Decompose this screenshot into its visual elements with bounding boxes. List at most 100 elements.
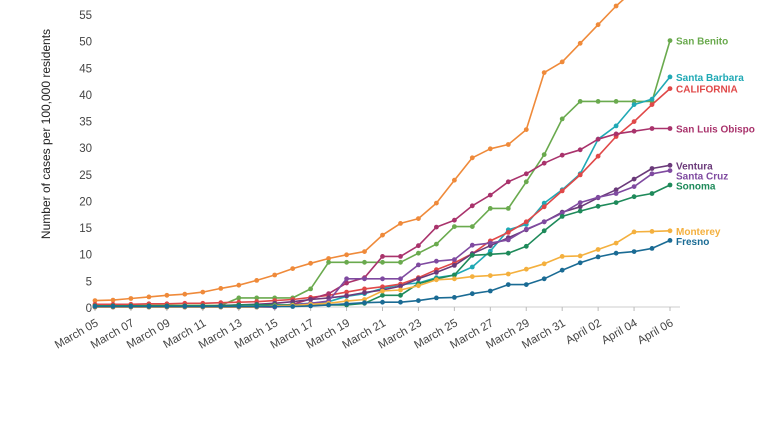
data-point <box>523 282 529 287</box>
series-line <box>95 76 671 308</box>
data-point <box>92 298 98 303</box>
y-tick-label: 30 <box>79 143 92 155</box>
data-point <box>398 221 403 226</box>
data-point <box>362 286 367 292</box>
data-point <box>649 166 655 171</box>
data-point <box>128 304 134 309</box>
data-point <box>344 293 349 299</box>
x-tick-label: April 06 <box>636 317 676 347</box>
data-point <box>362 249 367 255</box>
data-point <box>469 224 475 230</box>
data-point <box>577 200 583 206</box>
series-santa-barbara <box>92 74 673 310</box>
data-point <box>487 288 493 294</box>
data-point <box>559 214 565 219</box>
data-point <box>541 70 547 75</box>
data-point <box>164 304 170 309</box>
data-point <box>236 304 242 309</box>
data-point <box>613 131 619 137</box>
series-label: San Benito <box>676 37 728 48</box>
data-point <box>595 99 601 104</box>
data-point <box>667 238 673 243</box>
data-point <box>667 38 673 43</box>
series-label: Ventura <box>676 161 713 172</box>
data-point <box>434 224 439 230</box>
data-point <box>398 259 403 265</box>
data-point <box>398 292 403 298</box>
series-lines <box>92 0 673 310</box>
data-point <box>487 206 493 211</box>
data-point <box>559 254 565 259</box>
data-point <box>487 146 493 152</box>
data-point <box>649 126 655 131</box>
data-point <box>523 179 529 185</box>
series-label: Monterey <box>676 227 721 238</box>
data-point <box>541 160 547 166</box>
data-point <box>326 302 331 308</box>
data-point <box>649 246 655 251</box>
data-point <box>523 219 529 225</box>
data-point <box>631 128 637 134</box>
data-point <box>649 229 655 234</box>
data-point <box>631 176 637 182</box>
data-point <box>380 254 385 259</box>
data-point <box>559 188 565 194</box>
data-point <box>416 250 421 256</box>
data-point <box>541 200 547 206</box>
data-point <box>434 277 439 283</box>
series-line <box>95 40 671 307</box>
data-point <box>344 301 349 307</box>
series-label: CALIFORNIA <box>676 85 738 96</box>
data-point <box>595 247 601 252</box>
data-point <box>434 295 439 301</box>
data-point <box>146 294 152 300</box>
data-point <box>452 177 457 183</box>
y-tick-label: 20 <box>79 196 92 208</box>
data-point <box>613 240 619 246</box>
data-point <box>505 142 511 147</box>
data-point <box>272 272 278 278</box>
data-point <box>613 187 619 193</box>
data-point <box>344 280 349 286</box>
data-point <box>559 267 565 273</box>
data-point <box>344 259 349 265</box>
data-point <box>254 278 260 283</box>
data-point <box>434 258 439 264</box>
data-point <box>577 147 583 153</box>
data-point <box>416 276 421 282</box>
data-point <box>308 260 313 266</box>
series-california <box>92 86 673 307</box>
data-point <box>595 203 601 209</box>
y-axis-label: Number of cases per 100,000 residents <box>39 29 53 239</box>
data-point <box>523 243 529 249</box>
data-point <box>380 288 385 294</box>
data-point <box>631 249 637 255</box>
data-point <box>541 152 547 158</box>
data-point <box>452 224 457 230</box>
data-point <box>218 286 224 291</box>
data-point <box>326 259 331 265</box>
data-point <box>541 204 547 210</box>
data-point <box>469 264 475 270</box>
data-point <box>452 263 457 268</box>
data-point <box>200 304 206 309</box>
data-point <box>487 240 493 246</box>
data-point <box>182 291 188 297</box>
data-point <box>110 297 116 303</box>
data-point <box>452 276 457 282</box>
data-point <box>308 303 313 309</box>
data-point <box>523 226 529 232</box>
data-point <box>398 276 403 282</box>
data-point <box>577 172 583 178</box>
data-point <box>541 219 547 225</box>
data-point <box>254 295 260 301</box>
data-point <box>487 192 493 198</box>
data-point <box>200 289 206 295</box>
data-point <box>110 304 116 309</box>
data-point <box>505 250 511 256</box>
data-point <box>541 276 547 282</box>
y-axis: 0 5 10 15 20 25 30 35 40 45 50 55 <box>79 10 92 315</box>
data-point <box>541 228 547 234</box>
y-tick-label: 10 <box>79 250 92 262</box>
